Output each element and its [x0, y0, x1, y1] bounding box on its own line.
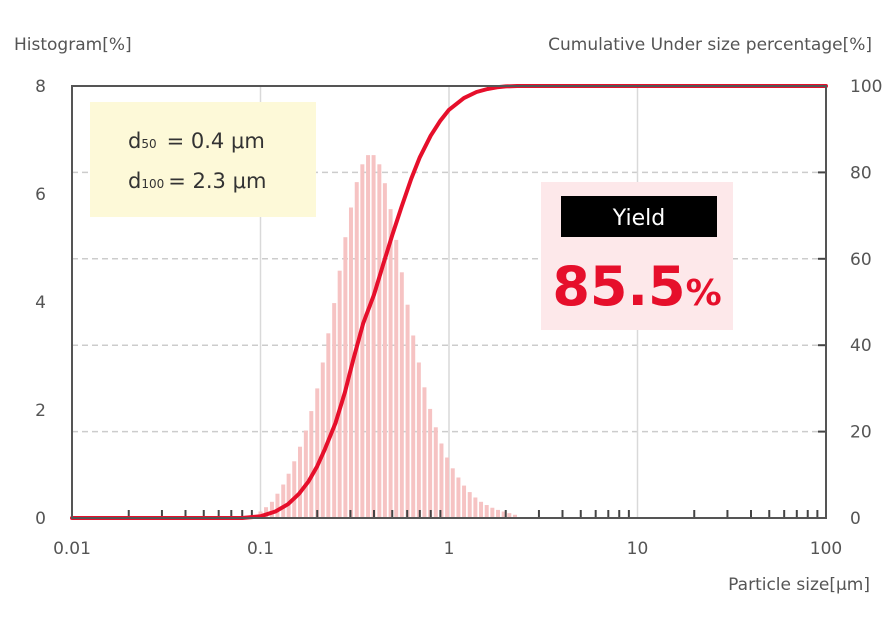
y-right-tick-label: 80	[850, 163, 872, 183]
y-right-tick-label: 20	[850, 423, 872, 443]
histogram-bar	[360, 164, 365, 519]
d100-symbol: d	[128, 169, 141, 193]
y-left-tick-label: 8	[35, 77, 46, 97]
histogram-bar	[366, 155, 371, 518]
yield-value: 85.5	[552, 255, 685, 318]
d100-value: = 2.3 μm	[168, 169, 266, 193]
histogram-bar	[501, 511, 506, 518]
histogram-bar	[275, 493, 280, 518]
histogram-bar	[292, 461, 297, 518]
histogram-bar	[405, 304, 410, 518]
histogram-bar	[450, 468, 455, 518]
histogram-bar	[428, 408, 433, 518]
histogram-bar	[388, 209, 393, 518]
histogram-bar	[303, 430, 308, 518]
histogram-bar	[394, 239, 399, 518]
yield-label-background	[561, 196, 717, 237]
histogram-bar	[382, 183, 387, 518]
histogram-bar	[416, 362, 421, 518]
x-tick-label: 1	[444, 539, 455, 559]
yield-unit: %	[686, 273, 722, 314]
x-tick-label: 0.01	[53, 539, 91, 559]
y-left-tick-label: 0	[35, 509, 46, 529]
histogram-bar	[507, 513, 512, 518]
y-right-tick-label: 0	[850, 509, 861, 529]
y-left-tick-label: 4	[35, 293, 46, 313]
x-tick-label: 0.1	[247, 539, 274, 559]
yield-box: Yield 85.5%	[541, 182, 733, 330]
histogram-bar	[490, 507, 495, 518]
histogram-bar	[496, 509, 501, 518]
x-tick-label: 100	[810, 539, 842, 559]
histogram-bar	[473, 497, 478, 518]
histogram-bar	[439, 443, 444, 518]
histogram-bar	[445, 457, 450, 518]
d50-value: = 0.4 μm	[167, 129, 265, 153]
histogram-bar	[512, 514, 517, 518]
x-tick-label: 10	[627, 539, 649, 559]
plot-frame	[71, 85, 827, 519]
histogram-bar	[281, 484, 286, 518]
y-left-tick-label: 6	[35, 185, 46, 205]
histogram-bar	[467, 492, 472, 518]
d50-subscript: 50	[141, 137, 156, 151]
d50-stat: d50 = 0.4 μm	[128, 129, 265, 153]
histogram-bar	[337, 270, 342, 518]
histogram-bar	[462, 485, 467, 518]
histogram-bar	[371, 155, 376, 518]
y-right-axis-title: Cumulative Under size percentage[%]	[548, 35, 872, 55]
histogram-bar	[269, 501, 274, 518]
histogram-bar	[332, 303, 337, 518]
histogram-bar	[399, 272, 404, 518]
y-right-tick-label: 60	[850, 250, 872, 270]
histogram-bar	[297, 446, 302, 518]
d100-stat: d100 = 2.3 μm	[128, 169, 266, 193]
histogram-bar	[286, 473, 291, 518]
y-left-axis-title: Histogram[%]	[14, 35, 132, 55]
histogram-bar	[411, 335, 416, 518]
histogram-bar	[320, 362, 325, 518]
histogram-bar	[479, 501, 484, 518]
histogram-bar	[377, 164, 382, 519]
yield-label: Yield	[612, 206, 665, 231]
y-right-tick-label: 100	[850, 77, 882, 97]
histogram-bar	[315, 388, 320, 518]
y-right-tick-label: 40	[850, 336, 872, 356]
yield-value-text: 85.5%	[552, 255, 721, 318]
x-axis-title: Particle size[μm]	[728, 575, 870, 595]
d100-subscript: 100	[141, 177, 164, 191]
histogram-bar	[422, 387, 427, 518]
stats-box-background	[90, 102, 316, 217]
histogram-bar	[456, 477, 461, 518]
cumulative-curve	[70, 84, 828, 520]
d50-symbol: d	[128, 129, 141, 153]
stats-box: d50 = 0.4 μm d100 = 2.3 μm	[90, 102, 316, 217]
histogram-bar	[343, 237, 348, 518]
histogram-bar	[326, 333, 331, 518]
histogram-bar	[433, 427, 438, 518]
histogram-bar	[484, 505, 489, 518]
histogram-bar	[309, 411, 314, 518]
y-left-tick-label: 2	[35, 401, 46, 421]
